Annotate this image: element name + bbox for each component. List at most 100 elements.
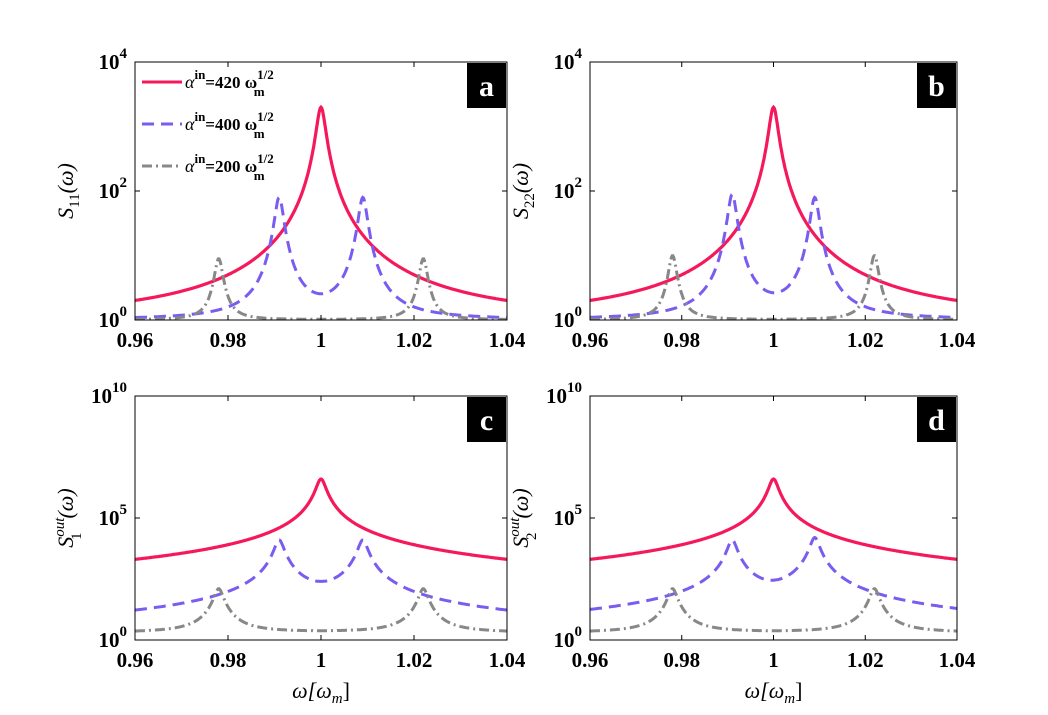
x-label-close: ]: [343, 678, 350, 703]
panel-letter: c: [480, 404, 493, 437]
y-label-main: S: [508, 208, 533, 219]
y-label-sup: out: [507, 517, 523, 537]
legend-sub-m: m: [254, 84, 265, 99]
x-tick-label: 1.02: [396, 648, 433, 672]
series-line-1: [590, 477, 957, 561]
legend-alpha: α: [185, 114, 195, 134]
legend-sub-m: m: [254, 168, 265, 183]
y-tick-label: 100: [99, 624, 128, 652]
legend-value: =420 ω: [205, 73, 257, 92]
y-tick-exp: 5: [575, 502, 583, 518]
y-tick-base: 10: [91, 384, 112, 408]
chart-panel-c: 0.96 0.98 1 1.02 1.041001051010Sout1(ω)ω[ωm]…: [52, 380, 526, 707]
y-tick-exp: 4: [120, 46, 128, 62]
y-tick-label: 105: [554, 502, 583, 530]
x-axis-label: ω[ωm]: [292, 678, 350, 707]
x-tick-label: 1.04: [489, 328, 526, 352]
legend-alpha: α: [185, 156, 195, 176]
legend-sup-half: 1/2: [257, 151, 274, 166]
x-tick-label: 0.98: [210, 648, 247, 672]
series-line-1: [590, 104, 957, 303]
y-axis-label: Sout2 (ω): [507, 488, 540, 547]
x-tick-label: 1.02: [847, 328, 884, 352]
x-tick-label: 1.02: [396, 328, 433, 352]
series-line-3: [135, 587, 507, 633]
legend-sup-in: in: [194, 109, 206, 124]
panel-letter-bg: [467, 397, 506, 442]
y-tick-base: 10: [99, 628, 120, 652]
x-label-sub: m: [332, 691, 343, 707]
y-tick-exp: 0: [575, 304, 583, 320]
y-tick-exp: 0: [120, 624, 128, 640]
y-tick-base: 10: [554, 50, 575, 74]
legend-label-3: αin=200 ω1/2 m: [185, 151, 274, 183]
chart-panel-a: 0.96 0.98 1 1.02 1.04100102104S11(ω)aαin=420…: [53, 46, 526, 352]
y-tick-base: 10: [554, 308, 575, 332]
y-label-arg: (ω): [53, 163, 78, 193]
x-tick-label: 0.98: [210, 328, 247, 352]
x-tick-label: 0.96: [572, 328, 609, 352]
series-line-2: [590, 535, 957, 611]
x-label-sub: m: [784, 691, 795, 707]
y-label-arg: (ω): [508, 488, 533, 518]
x-tick-label: 1.04: [489, 648, 526, 672]
y-tick-label: 105: [99, 502, 128, 530]
y-tick-exp: 5: [120, 502, 128, 518]
axes-frame: [589, 61, 958, 321]
axes-frame: [134, 61, 508, 321]
y-tick-label: 1010: [546, 380, 582, 408]
legend-label-1: αin=420 ω1/2 m: [185, 67, 274, 99]
y-label-sub: 22: [522, 193, 538, 208]
y-tick-base: 10: [554, 506, 575, 530]
y-tick-label: 102: [99, 175, 128, 203]
y-tick-exp: 4: [575, 46, 583, 62]
series-line-2: [590, 191, 957, 319]
legend-sup-half: 1/2: [257, 67, 274, 82]
panel-letter-bg: [917, 397, 956, 442]
panel-letter: a: [479, 70, 494, 103]
axes-frame: [134, 395, 508, 641]
y-label-main: S: [508, 537, 533, 548]
y-label-sub: 2: [524, 533, 540, 541]
series-line-1: [135, 477, 507, 561]
y-tick-label: 104: [554, 46, 583, 74]
legend-alpha: α: [185, 72, 195, 92]
legend-sup-in: in: [194, 67, 206, 82]
x-label-close: ]: [795, 678, 802, 703]
y-tick-exp: 0: [120, 304, 128, 320]
y-label-arg: (ω): [508, 163, 533, 193]
axes-frame: [589, 395, 958, 641]
y-label-main: S: [53, 208, 78, 219]
y-tick-base: 10: [554, 628, 575, 652]
y-tick-base: 10: [546, 384, 567, 408]
y-label-main: S: [53, 537, 78, 548]
legend-sup-in: in: [194, 151, 206, 166]
y-tick-label: 100: [99, 304, 128, 332]
y-tick-label: 104: [99, 46, 128, 74]
panel-letter-bg: [467, 63, 506, 108]
x-tick-label: 0.96: [117, 648, 154, 672]
y-tick-label: 1010: [91, 380, 127, 408]
y-tick-exp: 2: [120, 175, 128, 191]
x-tick-label: 1: [768, 328, 779, 352]
legend-label-2: αin=400 ω1/2 m: [185, 109, 274, 141]
x-label-main: ω[ω: [745, 678, 785, 703]
x-tick-label: 1: [316, 648, 327, 672]
y-tick-base: 10: [99, 179, 120, 203]
y-tick-exp: 2: [575, 175, 583, 191]
y-tick-label: 100: [554, 304, 583, 332]
y-axis-label: Sout1 (ω): [52, 488, 85, 547]
chart-panel-d: 0.96 0.98 1 1.02 1.041001051010Sout2(ω)ω[ωm]…: [507, 380, 976, 707]
legend-value: =200 ω: [205, 157, 257, 176]
y-tick-exp: 10: [567, 380, 582, 396]
panel-letter: b: [928, 70, 945, 103]
x-tick-label: 0.98: [663, 648, 700, 672]
x-tick-label: 1: [316, 328, 327, 352]
y-tick-label: 100: [554, 624, 583, 652]
y-tick-base: 10: [99, 50, 120, 74]
y-tick-base: 10: [554, 179, 575, 203]
x-tick-label: 0.98: [663, 328, 700, 352]
y-tick-label: 102: [554, 175, 583, 203]
x-tick-label: 1: [768, 648, 779, 672]
